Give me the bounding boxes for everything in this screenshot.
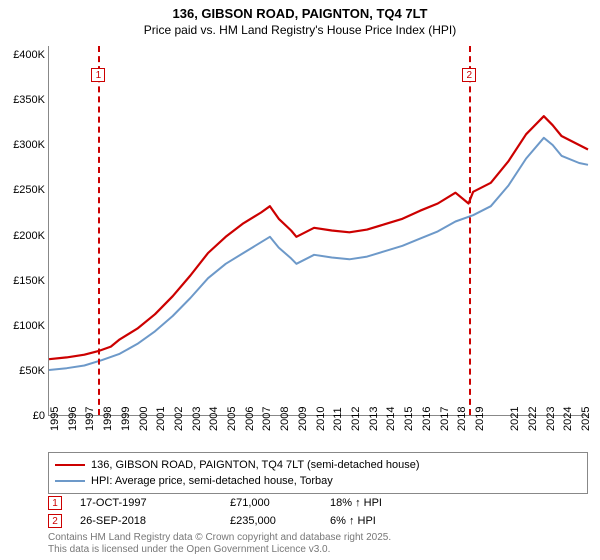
x-axis-tick-label: 1997 <box>84 407 96 431</box>
annotation-marker-icon: 2 <box>48 514 62 528</box>
annotation-marker-icon: 1 <box>48 496 62 510</box>
annotation-price: £235,000 <box>230 515 330 527</box>
x-axis-tick-label: 2009 <box>297 407 309 431</box>
annotation-row: 1 17-OCT-1997 £71,000 18% ↑ HPI <box>48 494 588 512</box>
x-axis-tick-label: 2022 <box>527 407 539 431</box>
x-axis-tick-label: 2010 <box>315 407 327 431</box>
series-line-price_paid <box>49 116 588 359</box>
x-axis-tick-label: 2024 <box>562 407 574 431</box>
annotation-hpi: 18% ↑ HPI <box>330 497 588 509</box>
event-marker-label: 2 <box>462 68 476 82</box>
annotation-table: 1 17-OCT-1997 £71,000 18% ↑ HPI 2 26-SEP… <box>48 494 588 530</box>
y-axis-tick-label: £150K <box>1 275 45 287</box>
annotation-date: 26-SEP-2018 <box>80 515 230 527</box>
legend: 136, GIBSON ROAD, PAIGNTON, TQ4 7LT (sem… <box>48 452 588 494</box>
line-chart-svg <box>49 46 588 415</box>
plot-area: £0£50K£100K£150K£200K£250K£300K£350K£400… <box>48 46 588 416</box>
x-axis-tick-label: 2019 <box>474 407 486 431</box>
x-axis-tick-label: 2002 <box>173 407 185 431</box>
x-axis-tick-label: 2016 <box>421 407 433 431</box>
x-axis-tick-label: 2018 <box>456 407 468 431</box>
legend-label-hpi: HPI: Average price, semi-detached house,… <box>91 475 333 487</box>
x-axis-tick-label: 1999 <box>120 407 132 431</box>
y-axis-tick-label: £100K <box>1 320 45 332</box>
y-axis-tick-label: £400K <box>1 49 45 61</box>
legend-swatch-price-paid <box>55 464 85 466</box>
y-axis-tick-label: £50K <box>1 365 45 377</box>
y-axis-tick-label: £250K <box>1 184 45 196</box>
y-axis-tick-label: £200K <box>1 230 45 242</box>
series-line-hpi <box>49 138 588 370</box>
x-axis-tick-label: 2012 <box>350 407 362 431</box>
event-marker-line <box>469 46 471 415</box>
x-axis-tick-label: 2015 <box>403 407 415 431</box>
x-axis-tick-label: 2006 <box>244 407 256 431</box>
annotation-hpi: 6% ↑ HPI <box>330 515 588 527</box>
footer-line1: Contains HM Land Registry data © Crown c… <box>48 532 588 544</box>
chart-title-line1: 136, GIBSON ROAD, PAIGNTON, TQ4 7LT <box>0 0 600 23</box>
x-axis-tick-label: 2011 <box>332 407 344 431</box>
x-axis-tick-label: 2007 <box>261 407 273 431</box>
x-axis-tick-label: 1996 <box>67 407 79 431</box>
chart-container: 136, GIBSON ROAD, PAIGNTON, TQ4 7LT Pric… <box>0 0 600 560</box>
event-marker-label: 1 <box>91 68 105 82</box>
footer-attribution: Contains HM Land Registry data © Crown c… <box>48 532 588 556</box>
x-axis-tick-label: 2017 <box>439 407 451 431</box>
x-axis-tick-label: 2014 <box>385 407 397 431</box>
x-axis-tick-label: 2023 <box>545 407 557 431</box>
legend-swatch-hpi <box>55 480 85 482</box>
event-marker-line <box>98 46 100 415</box>
annotation-price: £71,000 <box>230 497 330 509</box>
y-axis-tick-label: £350K <box>1 94 45 106</box>
x-axis-tick-label: 2005 <box>226 407 238 431</box>
legend-item-price-paid: 136, GIBSON ROAD, PAIGNTON, TQ4 7LT (sem… <box>55 457 581 473</box>
x-axis-tick-label: 1995 <box>49 407 61 431</box>
y-axis-tick-label: £300K <box>1 139 45 151</box>
footer-line2: This data is licensed under the Open Gov… <box>48 544 588 556</box>
x-axis-tick-label: 2008 <box>279 407 291 431</box>
legend-label-price-paid: 136, GIBSON ROAD, PAIGNTON, TQ4 7LT (sem… <box>91 459 420 471</box>
x-axis-tick-label: 2001 <box>155 407 167 431</box>
x-axis-tick-label: 2021 <box>509 407 521 431</box>
x-axis-tick-label: 2013 <box>368 407 380 431</box>
x-axis-tick-label: 2000 <box>138 407 150 431</box>
x-axis-tick-label: 2003 <box>191 407 203 431</box>
x-axis-tick-label: 1998 <box>102 407 114 431</box>
x-axis-tick-label: 2004 <box>208 407 220 431</box>
annotation-date: 17-OCT-1997 <box>80 497 230 509</box>
annotation-row: 2 26-SEP-2018 £235,000 6% ↑ HPI <box>48 512 588 530</box>
legend-item-hpi: HPI: Average price, semi-detached house,… <box>55 473 581 489</box>
x-axis-tick-label: 2025 <box>580 407 592 431</box>
chart-title-line2: Price paid vs. HM Land Registry's House … <box>0 23 600 41</box>
y-axis-tick-label: £0 <box>1 410 45 422</box>
